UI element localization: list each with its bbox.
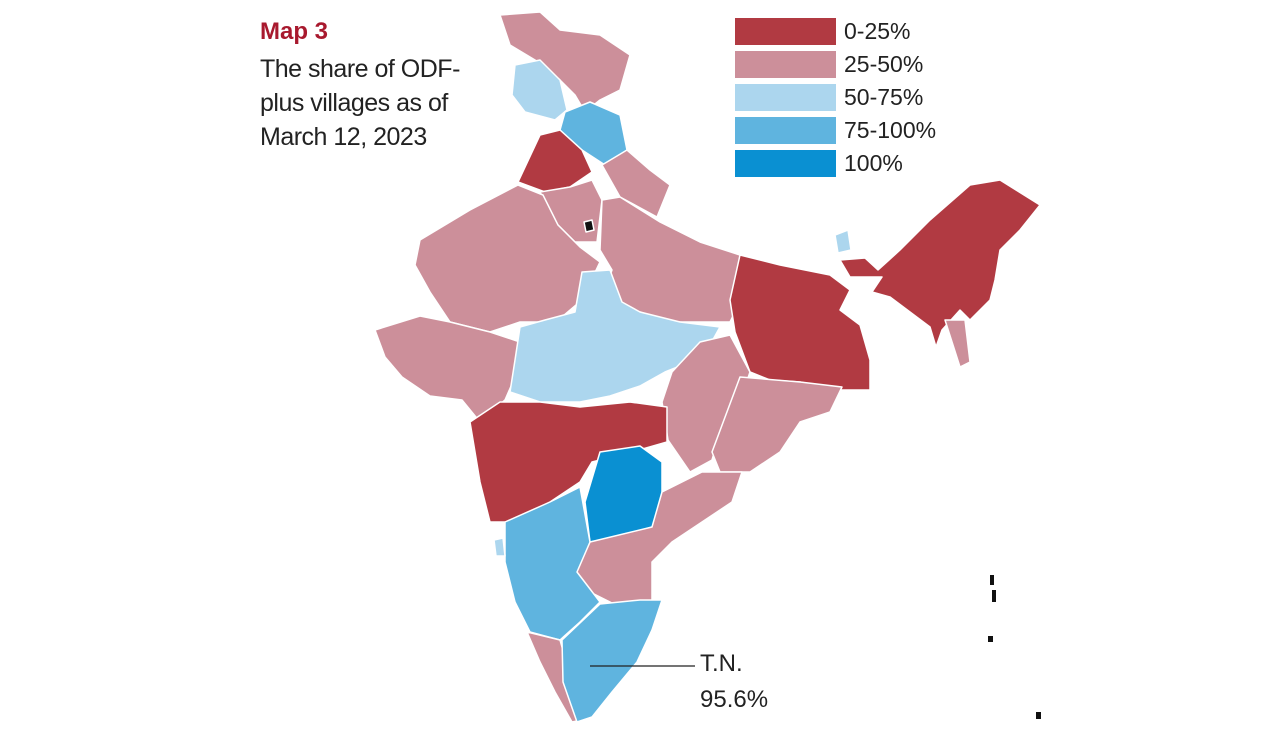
region-gujarat	[374, 315, 521, 423]
legend-label: 50-75%	[844, 84, 924, 110]
map-title: Map 3	[260, 18, 329, 45]
region-andaman-nicobar	[988, 575, 1041, 719]
region-chhattisgarh	[661, 334, 751, 473]
region-northeast	[839, 179, 1041, 348]
legend-label: 0-25%	[844, 18, 911, 44]
region-goa	[493, 537, 506, 557]
legend-label: 75-100%	[844, 117, 937, 143]
region-karnataka	[504, 486, 601, 641]
legend-label: 100%	[844, 150, 903, 176]
legend: 0-25% 25-50% 50-75% 75-100% 100%	[735, 15, 936, 180]
legend-label: 25-50%	[844, 51, 924, 77]
legend-swatch	[735, 84, 836, 111]
legend-item: 75-100%	[735, 114, 936, 147]
region-jammu-kashmir-ladakh	[499, 11, 631, 113]
region-bihar-jharkhand-west-bengal	[729, 254, 871, 391]
map-subtitle: The share of ODF-plus villages as of Mar…	[260, 55, 460, 151]
legend-item: 50-75%	[735, 81, 936, 114]
legend-swatch	[735, 150, 836, 177]
region-tamil-nadu	[561, 599, 663, 723]
legend-swatch	[735, 117, 836, 144]
legend-item: 0-25%	[735, 15, 936, 48]
annotation-value: 95.6%	[700, 686, 769, 713]
region-odisha	[711, 376, 843, 473]
legend-item: 25-50%	[735, 48, 936, 81]
region-mizoram	[944, 319, 971, 368]
region-sikkim	[834, 229, 852, 254]
region-delhi	[583, 219, 595, 233]
legend-swatch	[735, 51, 836, 78]
annotation-state: T.N.	[700, 650, 743, 677]
region-jammu-kashmir	[511, 59, 568, 121]
legend-item: 100%	[735, 147, 936, 180]
legend-swatch	[735, 18, 836, 45]
